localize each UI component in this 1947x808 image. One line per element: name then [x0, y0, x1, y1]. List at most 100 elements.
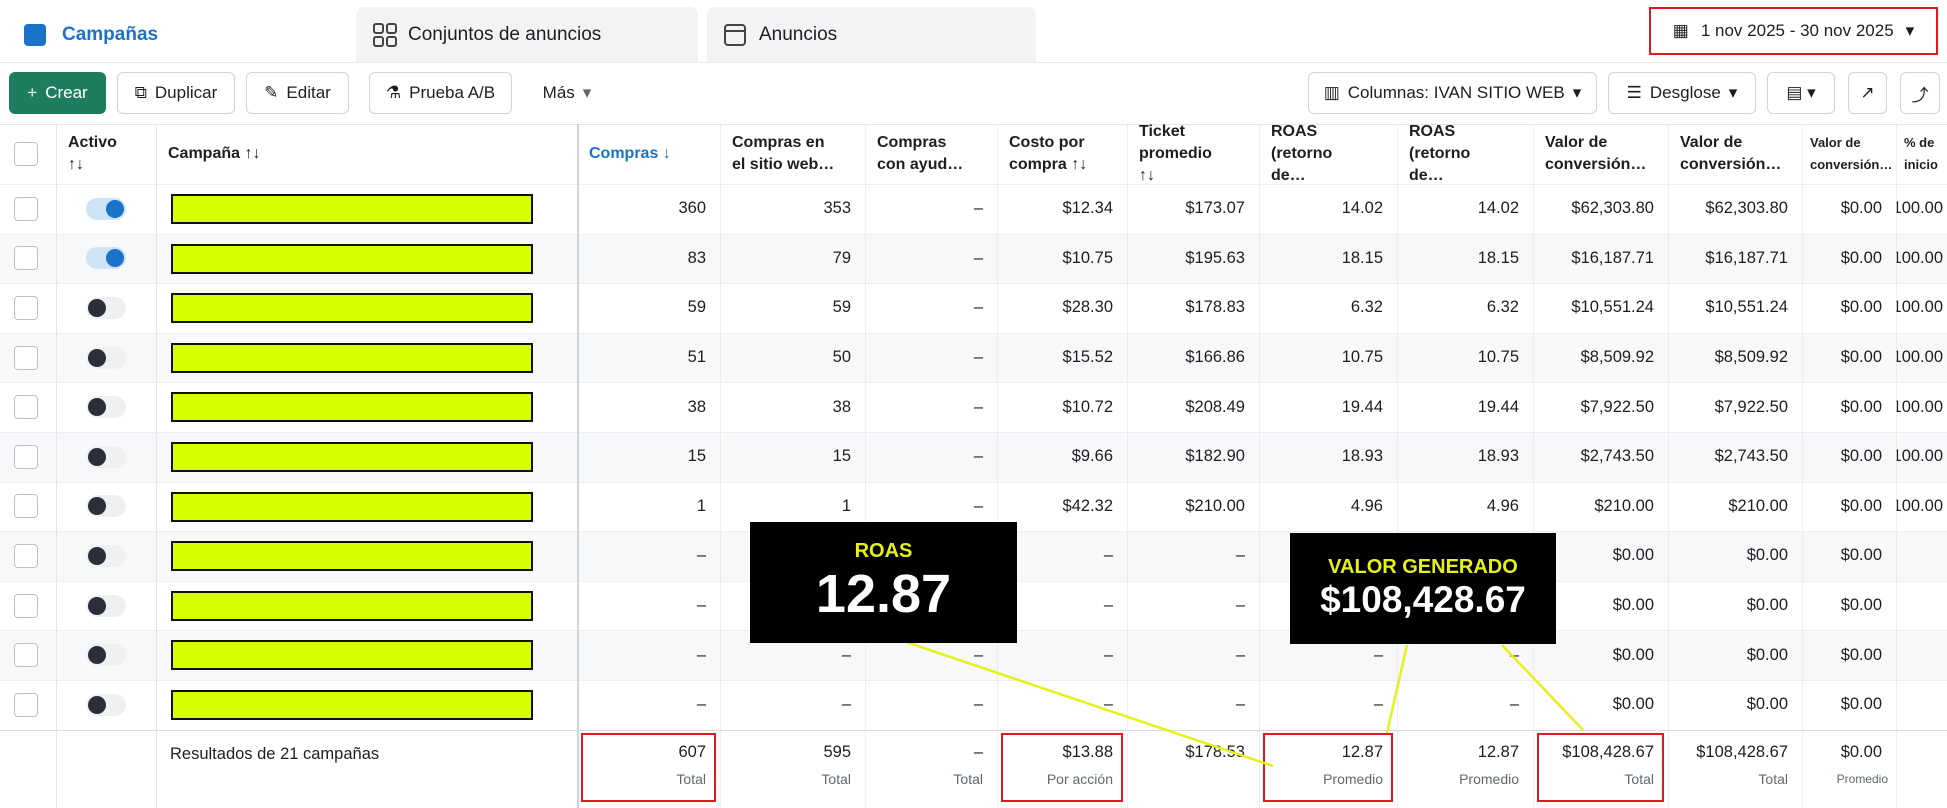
table-cell: $0.00 — [1840, 695, 1882, 714]
column-header[interactable]: Valor de conversión… — [1810, 135, 1893, 172]
table-cell: $62,303.80 — [1571, 199, 1654, 218]
checkbox[interactable] — [14, 395, 38, 420]
footer-label: Resultados de 21 campañas — [170, 745, 380, 764]
checkbox[interactable] — [14, 643, 38, 668]
table-cell: 4.96 — [1486, 496, 1519, 515]
table-cell: $0.00 — [1840, 248, 1882, 267]
table-cell: – — [696, 546, 706, 565]
redacted-name — [171, 640, 533, 671]
tab-icon — [724, 24, 746, 46]
checkbox[interactable] — [14, 196, 38, 221]
column-header[interactable]: Compras en el sitio web… — [732, 134, 835, 173]
redacted-name — [171, 392, 533, 423]
column-header[interactable]: Activo ↑↓ — [68, 134, 117, 173]
table-cell: $210.00 — [1185, 496, 1245, 515]
date-picker[interactable]: ▦ 1 nov 2025 - 30 nov 2025 ▾ — [1649, 7, 1938, 55]
calendar-icon: ▦ — [1672, 21, 1689, 40]
table-cell: 19.44 — [1477, 397, 1519, 416]
column-divider — [1533, 124, 1534, 808]
table-cell: 100.00 — [1896, 447, 1943, 466]
column-divider — [1259, 124, 1260, 808]
table-cell: $10.72 — [1062, 397, 1113, 416]
column-header[interactable]: ROAS (retorno de… — [1271, 124, 1333, 184]
column-header[interactable]: Costo por compra ↑↓ — [1009, 134, 1088, 173]
column-divider — [56, 124, 57, 808]
breakdown-button[interactable]: ☰ Desglose ▾ — [1608, 72, 1756, 114]
table-cell: $0.00 — [1612, 596, 1654, 615]
redacted-name — [171, 243, 533, 274]
edit-button[interactable]: ✎ Editar — [246, 72, 349, 114]
checkbox[interactable] — [14, 444, 38, 469]
checkbox[interactable] — [14, 593, 38, 618]
column-header[interactable]: % de inicio — [1904, 135, 1938, 172]
table-cell: $2,743.50 — [1714, 447, 1788, 466]
checkbox[interactable] — [14, 345, 38, 370]
column-header[interactable]: Ticket promedio ↑↓ — [1139, 124, 1212, 184]
table-cell: – — [973, 496, 983, 515]
table-cell: $10.75 — [1062, 248, 1113, 267]
create-button[interactable]: + Crear — [9, 72, 106, 114]
row-bg — [0, 332, 1947, 383]
export-button[interactable]: ↗ — [1848, 72, 1887, 114]
footer-note: Total — [821, 770, 851, 787]
footer-note: Total — [953, 770, 983, 787]
column-header[interactable]: ROAS (retorno de… — [1409, 124, 1471, 184]
column-header[interactable]: Valor de conversión… — [1545, 134, 1647, 173]
table-cell: $15.52 — [1062, 348, 1113, 367]
checkbox[interactable] — [14, 692, 38, 717]
footer-value: $178.53 — [1185, 743, 1245, 762]
reports-button[interactable]: ▤ ▾ — [1767, 72, 1835, 114]
footer-value: 12.87 — [1477, 743, 1519, 762]
columns-button[interactable]: ▥ Columnas: IVAN SITIO WEB ▾ — [1308, 72, 1597, 114]
table-cell: $195.63 — [1185, 248, 1245, 267]
table-cell: $210.00 — [1728, 496, 1788, 515]
column-header[interactable]: Valor de conversión… — [1680, 134, 1782, 173]
table-cell: 100.00 — [1896, 348, 1943, 367]
tab-icon — [24, 24, 46, 46]
tab[interactable]: Conjuntos de anuncios — [356, 7, 698, 62]
redacted-name — [171, 590, 533, 621]
chart-button[interactable]: ⤴ — [1900, 72, 1940, 114]
toggle-knob — [88, 547, 106, 565]
redacted-name — [171, 442, 533, 472]
table-cell: – — [1373, 645, 1383, 664]
roas-callout: ROAS 12.87 — [750, 522, 1017, 643]
table-cell: 353 — [823, 199, 851, 218]
table-cell: – — [1103, 596, 1113, 615]
column-header[interactable]: Compras con ayud… — [877, 134, 964, 173]
checkbox[interactable] — [14, 544, 38, 568]
column-header[interactable]: Compras ↓ — [589, 145, 671, 162]
table-cell: 18.93 — [1341, 447, 1383, 466]
table-cell: 6.32 — [1486, 298, 1519, 317]
duplicate-button[interactable]: ⧉ Duplicar — [117, 72, 235, 114]
footer-value: $108,428.67 — [1562, 743, 1654, 762]
checkbox — [14, 142, 38, 166]
redacted-name — [171, 690, 533, 720]
header-bg — [0, 124, 1947, 184]
table-cell: $0.00 — [1840, 199, 1882, 218]
table-cell: $9.66 — [1071, 447, 1113, 466]
checkbox[interactable] — [14, 494, 38, 519]
table-cell: 6.32 — [1350, 298, 1383, 317]
table-cell: $16,187.71 — [1571, 248, 1654, 267]
footer-note: Total — [676, 770, 706, 787]
checkbox[interactable] — [14, 296, 38, 320]
more-button[interactable]: Más ▾ — [532, 72, 602, 114]
table-cell: $0.00 — [1612, 695, 1654, 714]
table-cell: 14.02 — [1341, 199, 1383, 218]
checkbox[interactable] — [14, 246, 38, 271]
highlight-box — [1263, 732, 1393, 802]
callout-value: $108,428.67 — [1320, 579, 1526, 620]
table-cell: 10.75 — [1477, 348, 1519, 367]
footer-value: – — [973, 743, 983, 762]
ab-test-button[interactable]: ⚗ Prueba A/B — [369, 72, 512, 114]
table-cell: 4.96 — [1350, 496, 1383, 515]
tab[interactable]: Campañas — [10, 7, 349, 62]
table-cell: 19.44 — [1341, 397, 1383, 416]
table-cell: $0.00 — [1840, 298, 1882, 317]
tab[interactable]: Anuncios — [707, 7, 1036, 62]
table-cell: – — [973, 248, 983, 267]
column-header[interactable]: Campaña ↑↓ — [168, 145, 261, 162]
table-cell: $0.00 — [1840, 645, 1882, 664]
